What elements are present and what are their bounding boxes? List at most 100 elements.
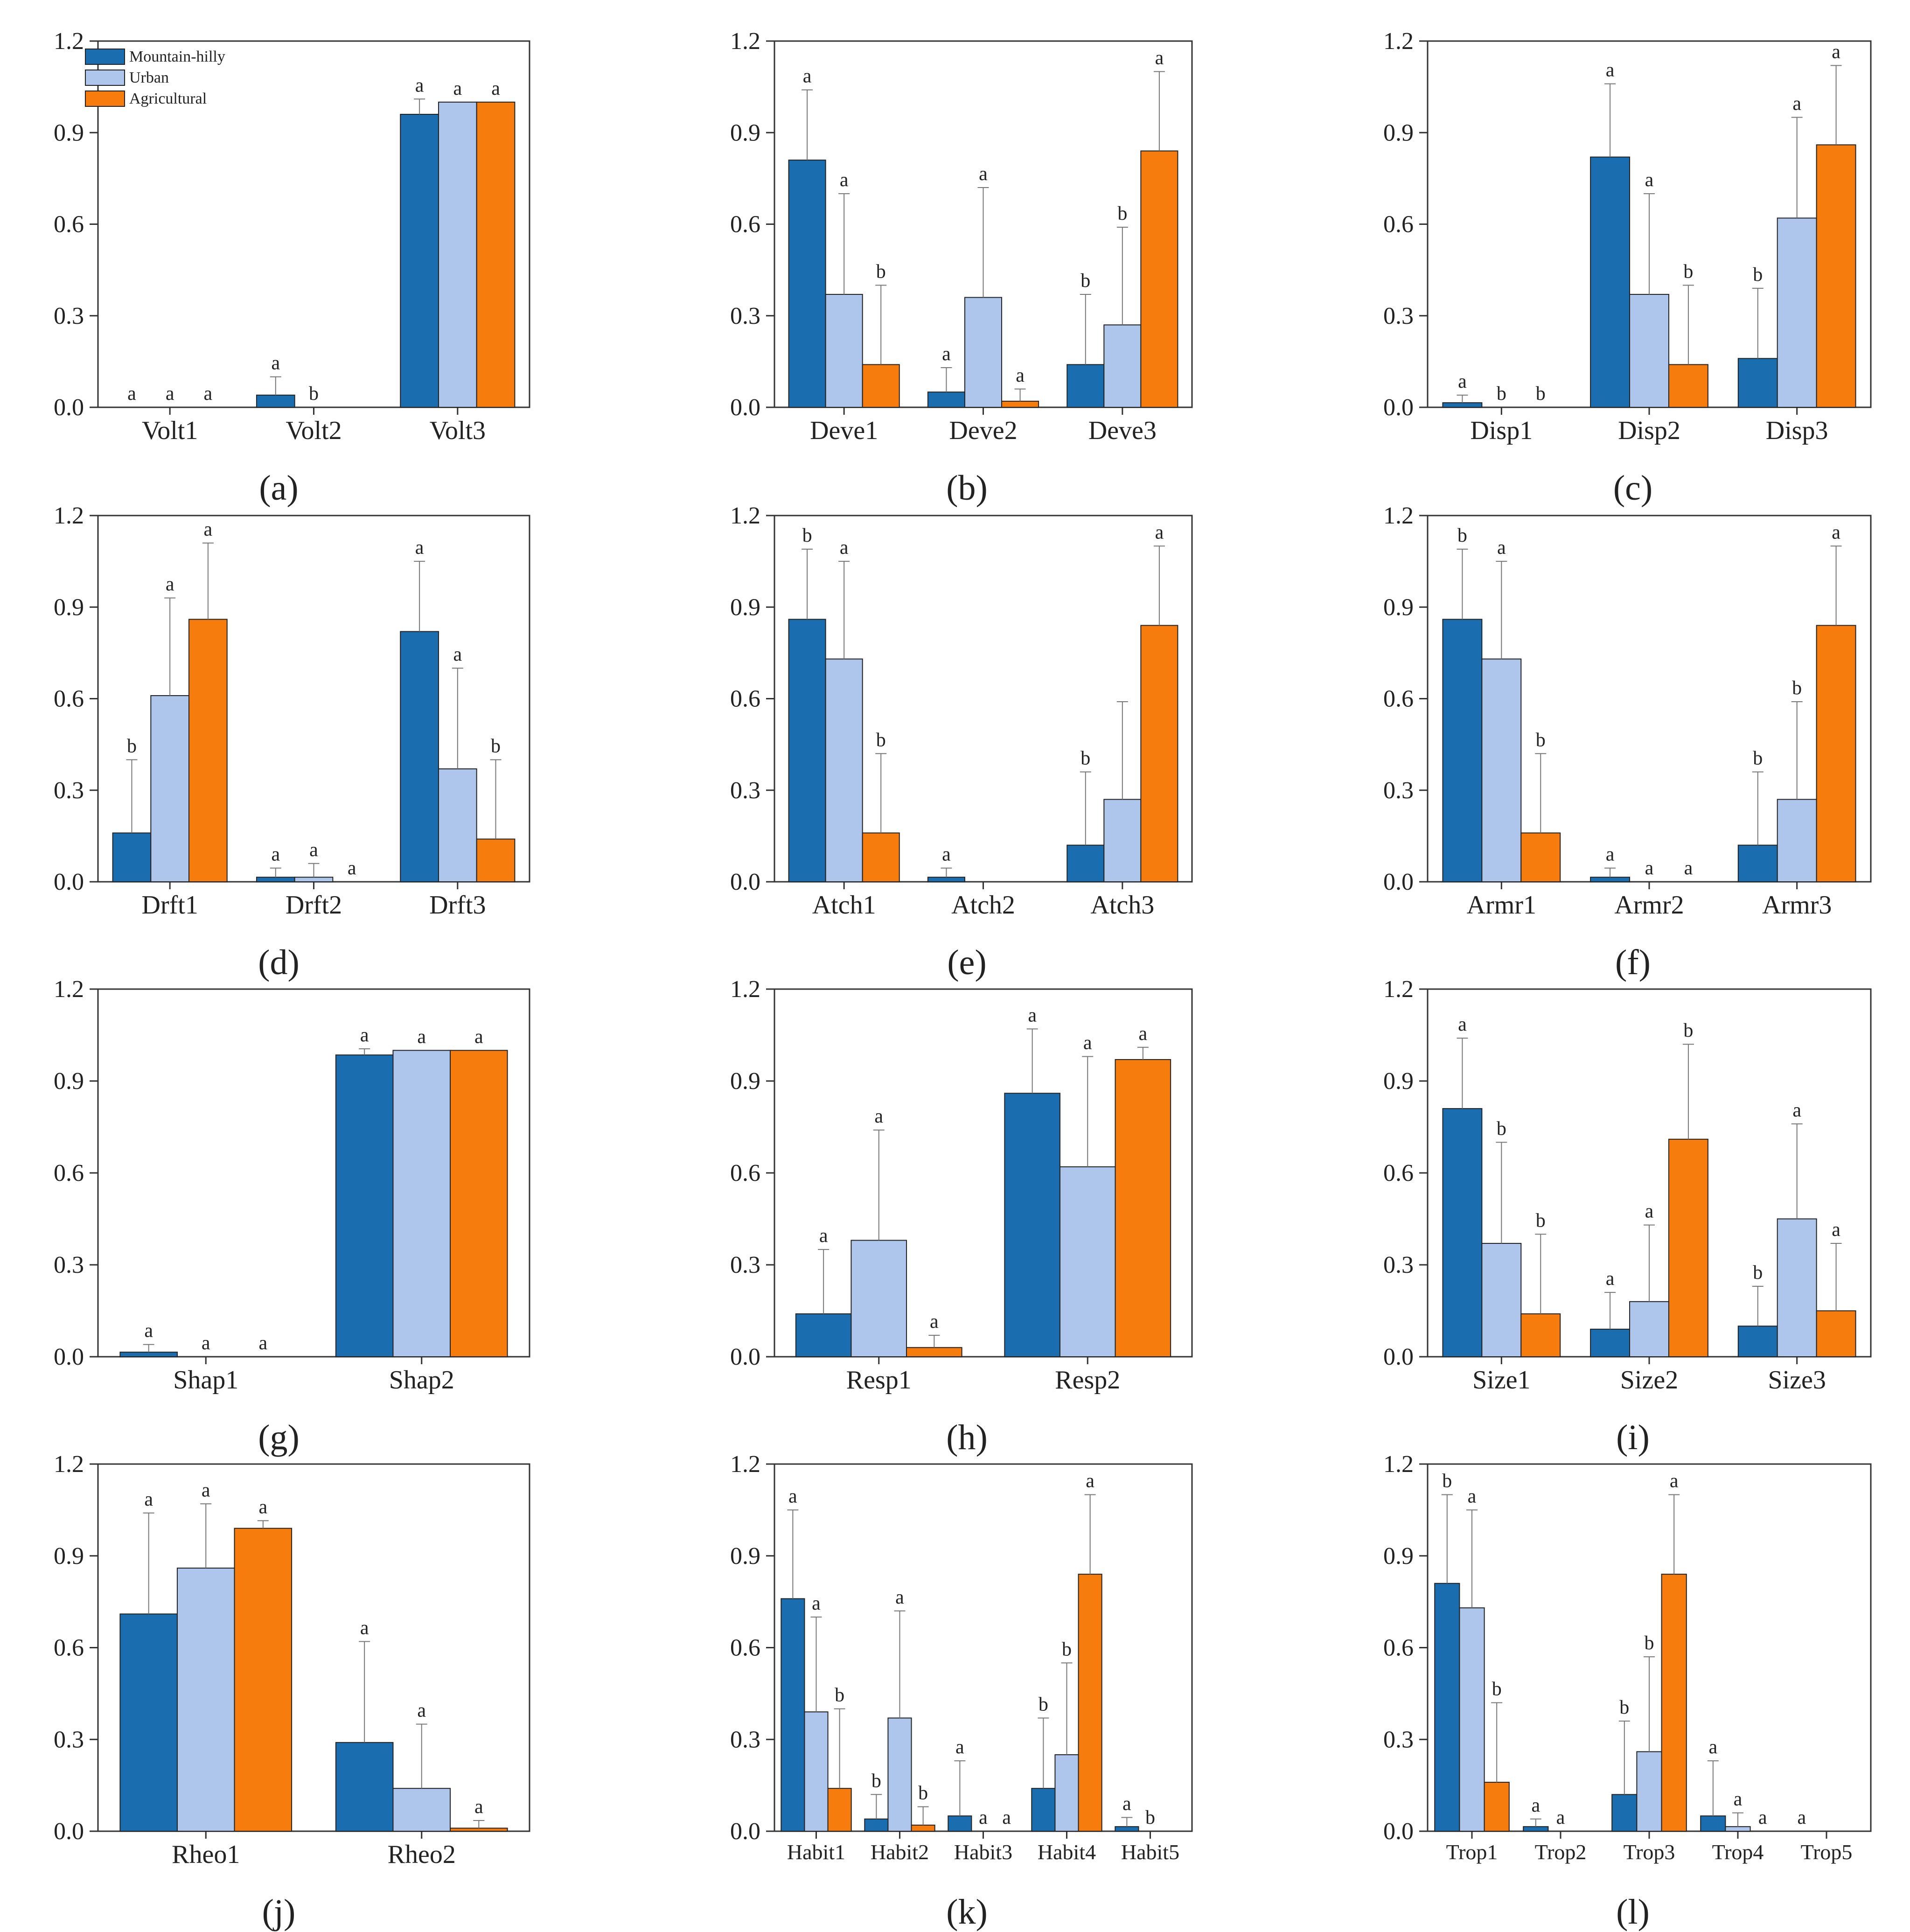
category-label: Deve1	[810, 416, 878, 445]
y-tick-label: 1.2	[730, 1451, 760, 1478]
y-tick-label: 0.9	[54, 594, 84, 621]
bar-agricultural	[234, 1527, 293, 1832]
bar-agricultural	[1668, 1138, 1708, 1357]
legend-label: Agricultural	[129, 90, 207, 107]
bar-agricultural	[1816, 1310, 1856, 1357]
y-tick-label: 0.0	[1383, 394, 1414, 421]
y-tick-label: 0.6	[54, 1160, 84, 1186]
panel-label: (b)	[946, 468, 988, 508]
category-label: Atch2	[951, 891, 1015, 920]
panel-label: (d)	[258, 943, 300, 982]
bar-urban	[1629, 293, 1669, 408]
bar-agricultural	[1661, 1574, 1687, 1832]
bar-urban	[1481, 1243, 1522, 1358]
category-label: Shap2	[389, 1366, 454, 1395]
y-tick-label: 0.3	[730, 303, 760, 329]
legend: Mountain-hilly Urban Agricultural	[85, 48, 225, 107]
bar-mountain-hilly	[1737, 1325, 1778, 1357]
bar-mountain-hilly	[1737, 358, 1778, 408]
significance-letter: a	[895, 1587, 904, 1608]
bar-mountain-hilly	[1590, 877, 1631, 882]
category-label: Trop4	[1712, 1840, 1764, 1864]
bar-mountain-hilly	[256, 877, 295, 882]
bar-urban	[438, 768, 477, 883]
bar-agricultural	[1816, 625, 1856, 882]
panel-label: (e)	[947, 943, 986, 982]
bar-mountain-hilly	[112, 832, 152, 883]
category-label: Habit3	[954, 1840, 1012, 1864]
bar-urban	[1777, 217, 1817, 408]
y-tick-label: 1.2	[730, 502, 760, 529]
significance-letter: b	[1080, 748, 1090, 769]
significance-letter: a	[1122, 1793, 1131, 1814]
category-label: Trop2	[1535, 1840, 1587, 1864]
panel-b: 0.0 0.3 0.6 0.9 1.2 Deve1 a a b Deve2 a a a Deve3 b b a (…	[730, 28, 1193, 508]
significance-letter: a	[819, 1225, 828, 1247]
category-label: Armr1	[1467, 891, 1536, 920]
legend-label: Urban	[129, 69, 169, 86]
significance-letter: b	[835, 1685, 844, 1706]
significance-letter: a	[1468, 1486, 1477, 1507]
panel-label: (c)	[1613, 468, 1652, 508]
significance-letter: a	[453, 644, 462, 665]
significance-letter: a	[417, 1026, 426, 1047]
y-tick-label: 0.3	[730, 1252, 760, 1278]
significance-letter: a	[874, 1106, 883, 1127]
bar-agricultural	[1520, 1313, 1561, 1357]
bar-urban	[825, 658, 863, 883]
y-tick-label: 1.2	[1383, 976, 1414, 1003]
y-tick-label: 0.3	[54, 777, 84, 804]
significance-letter: a	[1708, 1737, 1717, 1758]
bar-urban	[1629, 1301, 1669, 1358]
bar-urban	[1777, 799, 1817, 882]
significance-letter: a	[930, 1311, 939, 1332]
significance-letter: b	[1117, 203, 1127, 224]
legend-swatch	[85, 49, 125, 65]
category-label: Disp3	[1766, 416, 1828, 445]
category-label: Trop3	[1624, 1840, 1675, 1864]
significance-letter: a	[348, 858, 356, 879]
category-label: Trop1	[1446, 1840, 1498, 1864]
bar-urban	[1059, 1166, 1116, 1358]
significance-letter: b	[1792, 677, 1802, 699]
legend-swatch	[85, 91, 125, 107]
y-tick-label: 0.3	[54, 1726, 84, 1753]
bar-urban	[964, 297, 1003, 408]
significance-letter: a	[1645, 169, 1654, 191]
category-label: Drft2	[286, 891, 342, 920]
panel-d: 0.0 0.3 0.6 0.9 1.2 Drft1 b a a Drft2 a a a Drft3 a a b (…	[54, 502, 530, 982]
significance-letter: b	[1492, 1679, 1502, 1700]
significance-letter: b	[1753, 1262, 1763, 1283]
y-tick-label: 0.6	[730, 211, 760, 238]
significance-letter: a	[1139, 1023, 1148, 1045]
panel-a: 0.0 0.3 0.6 0.9 1.2 Volt1 a a a Volt2 a b Volt3 a a a (a…	[54, 28, 530, 508]
bar-mountain-hilly	[1067, 844, 1105, 882]
bar-mountain-hilly	[864, 1818, 889, 1832]
significance-letter: a	[360, 1617, 369, 1639]
y-tick-label: 0.6	[54, 211, 84, 238]
significance-letter: b	[1039, 1694, 1048, 1715]
significance-letter: a	[271, 353, 280, 374]
bar-mountain-hilly	[119, 1352, 178, 1357]
category-label: Trop5	[1801, 1840, 1853, 1864]
category-label: Resp2	[1055, 1366, 1120, 1395]
panel-label: (j)	[262, 1892, 296, 1932]
category-label: Volt1	[142, 416, 198, 445]
significance-letter: b	[1753, 264, 1763, 286]
bar-mountain-hilly	[1737, 844, 1778, 882]
y-tick-label: 0.9	[730, 1068, 760, 1095]
y-tick-label: 0.0	[54, 1344, 84, 1370]
bar-urban	[150, 695, 190, 883]
bar-mountain-hilly	[1590, 156, 1631, 408]
significance-letter: a	[271, 844, 280, 865]
category-label: Drft1	[142, 891, 198, 920]
y-tick-label: 0.3	[1383, 1726, 1414, 1753]
panel-j: 0.0 0.3 0.6 0.9 1.2 Rheo1 a a a Rheo2 a a a (j)	[54, 1451, 530, 1932]
bar-agricultural	[476, 838, 516, 882]
bar-agricultural	[862, 832, 900, 883]
significance-letter: a	[258, 1496, 267, 1518]
y-tick-label: 0.9	[1383, 1543, 1414, 1569]
category-label: Habit4	[1038, 1840, 1096, 1864]
category-label: Habit5	[1121, 1840, 1179, 1864]
significance-letter: a	[144, 1320, 153, 1342]
